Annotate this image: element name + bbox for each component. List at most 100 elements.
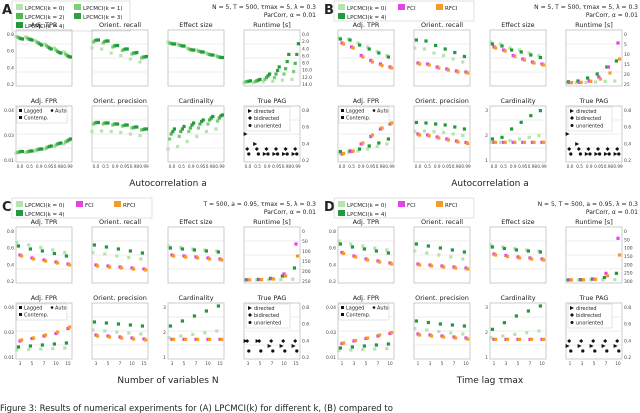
- pag-point: [604, 152, 608, 156]
- y-tick-label: 2: [163, 330, 166, 336]
- data-point: [589, 79, 593, 83]
- data-point: [115, 330, 119, 334]
- data-point: [510, 127, 514, 131]
- y-tick-label: 1: [485, 158, 488, 164]
- data-point: [266, 74, 270, 78]
- x-tick-label: 0.5: [26, 164, 33, 169]
- data-point: [125, 123, 129, 127]
- data-point: [208, 257, 212, 261]
- data-point: [116, 43, 120, 48]
- data-point: [498, 42, 502, 46]
- x-tick-label: 0.99: [537, 164, 547, 169]
- legend-label: LPCMCI(k = 4): [347, 15, 387, 21]
- data-point: [138, 133, 142, 138]
- data-point: [538, 304, 542, 308]
- data-point: [466, 267, 470, 271]
- data-point: [180, 247, 184, 251]
- x-tick-label: 0.99: [63, 164, 73, 169]
- marker-legend-box: [16, 106, 68, 124]
- data-point: [359, 142, 363, 146]
- data-point: [180, 319, 184, 323]
- x-tick-label: 0.9: [112, 164, 119, 169]
- subplot: Adj. TPR 0.8 0.6 0.4 0.2: [7, 21, 73, 88]
- data-point: [390, 262, 394, 266]
- data-point: [614, 59, 618, 63]
- data-point: [449, 331, 453, 335]
- panel-letter: D: [324, 200, 335, 215]
- data-point: [338, 149, 342, 154]
- data-point: [375, 144, 379, 149]
- x-tick-label: 0.5: [576, 164, 583, 169]
- x-tick-label: 0.99: [215, 164, 225, 169]
- pag-point: [291, 344, 296, 348]
- data-point: [290, 77, 294, 82]
- data-point: [201, 50, 205, 54]
- data-point: [59, 51, 63, 55]
- data-point: [358, 43, 362, 47]
- data-point: [139, 332, 143, 336]
- y-tick-label: 0.01: [4, 158, 14, 164]
- contemp-marker: [341, 116, 344, 119]
- y-tick-label: 1: [485, 355, 488, 361]
- pag-point: [613, 152, 618, 156]
- legend-swatch: [436, 4, 443, 10]
- data-point: [40, 147, 44, 151]
- lagged-marker: [19, 109, 22, 112]
- data-point: [426, 320, 430, 325]
- contemp-marker: [19, 313, 22, 316]
- x-tick-label: 10: [53, 361, 59, 366]
- y-tick-label: 0.03: [4, 330, 14, 336]
- data-point: [385, 248, 389, 252]
- data-point: [296, 254, 300, 258]
- data-point: [597, 75, 601, 79]
- pag-point: [569, 349, 573, 353]
- data-point: [187, 129, 191, 134]
- data-point: [109, 129, 113, 134]
- data-point: [139, 257, 143, 261]
- legend-label: FCI: [85, 203, 94, 209]
- y-tick-label: 0.6: [7, 49, 14, 55]
- data-point: [354, 338, 358, 343]
- y-tick-label: 0.4: [302, 338, 309, 344]
- panel-params: N = 5, T = 500, a = 0.95, λ = 0.3: [538, 201, 639, 208]
- pag-point: [593, 349, 597, 353]
- data-point: [349, 348, 353, 352]
- data-point: [62, 50, 66, 54]
- y-tick-label: 10: [624, 52, 630, 58]
- x-tick-label: 0.0: [245, 164, 252, 169]
- data-point: [172, 337, 176, 341]
- subplot: Runtime [s] 0 50 100 150 200 250 300: [565, 218, 633, 285]
- data-point: [106, 121, 110, 125]
- data-point: [144, 268, 148, 272]
- x-tick-label: 7: [453, 361, 456, 366]
- data-point: [437, 253, 441, 257]
- y-tick-label: 0.8: [7, 229, 14, 235]
- legend-swatch: [338, 4, 345, 10]
- data-point: [56, 330, 60, 334]
- pag-point: [565, 132, 570, 136]
- y-tick-label: 0.6: [624, 125, 631, 131]
- legend-swatch: [16, 13, 23, 19]
- data-point: [526, 309, 530, 313]
- x-tick-label: 0.99: [291, 164, 301, 169]
- data-point: [437, 66, 441, 70]
- x-tick-label: 5: [107, 361, 110, 366]
- data-point: [366, 258, 370, 262]
- x-tick-label: 5: [259, 361, 262, 366]
- data-point: [346, 37, 350, 41]
- data-point: [461, 332, 465, 336]
- data-point: [52, 342, 56, 346]
- data-point: [184, 337, 188, 341]
- data-point: [378, 62, 382, 66]
- data-point: [464, 70, 468, 74]
- x-tick-label: 0.5: [500, 164, 507, 169]
- data-point: [120, 266, 124, 270]
- data-point: [413, 326, 417, 331]
- data-point: [594, 277, 598, 281]
- data-point: [215, 329, 219, 333]
- data-point: [490, 245, 494, 249]
- data-point: [377, 51, 381, 55]
- x-tick-label: 0.99: [139, 164, 149, 169]
